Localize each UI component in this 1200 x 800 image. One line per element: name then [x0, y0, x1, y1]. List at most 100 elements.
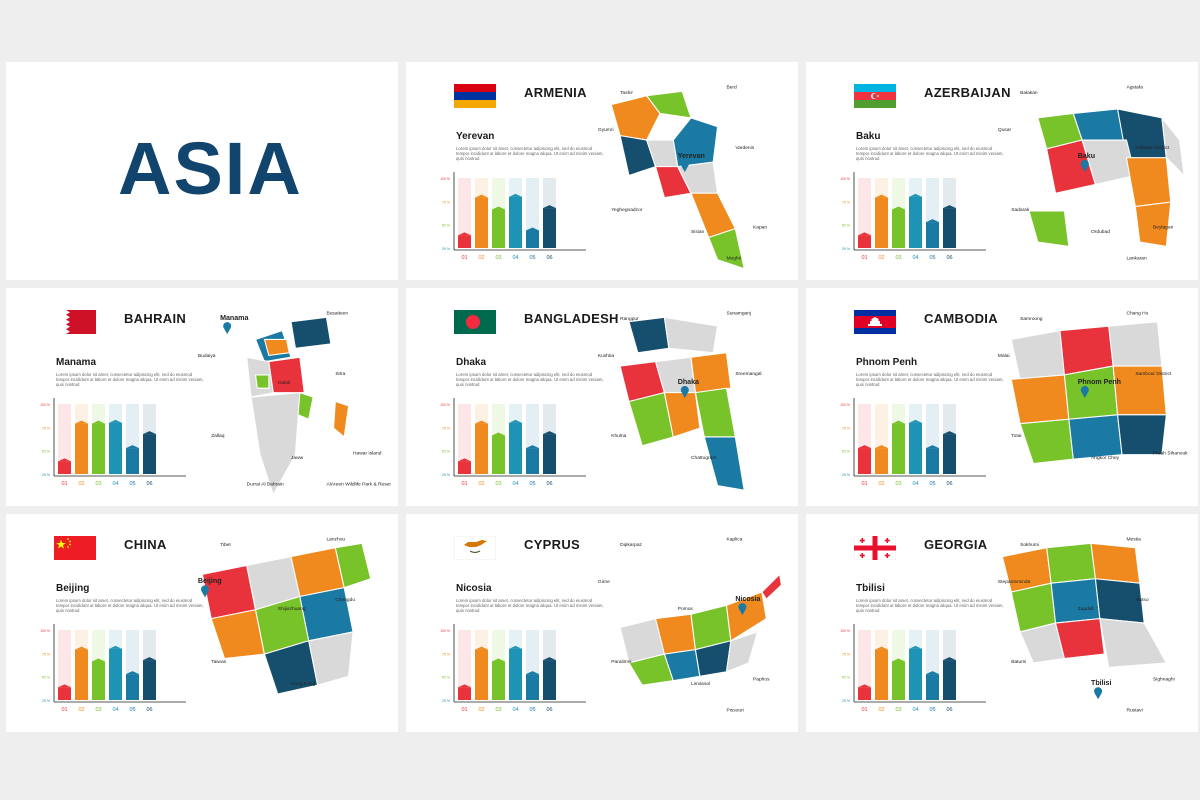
x-tick-label: 01 — [461, 707, 467, 713]
x-tick-label: 06 — [146, 481, 152, 487]
map-label: Tashir — [620, 90, 633, 96]
map-region[interactable] — [1028, 210, 1070, 248]
bar-06 — [543, 434, 556, 474]
map-label: Zallaq — [211, 433, 225, 439]
x-tick-label: 04 — [112, 707, 118, 713]
map-region[interactable] — [725, 591, 767, 642]
map-region[interactable] — [1108, 321, 1163, 367]
slide-azerbaijan[interactable]: AZERBAIJAN Baku Lorem ipsum dolor sit amet… — [806, 62, 1198, 280]
map-label: Kapan — [753, 225, 767, 231]
y-tick-label: 100 % — [440, 177, 450, 181]
x-tick-label: 04 — [912, 255, 918, 261]
y-tick-label: 25 % — [442, 699, 450, 703]
map-region[interactable] — [1050, 578, 1101, 624]
asia-title-card[interactable]: ASIA — [6, 62, 398, 280]
cyprus-map: Dipkarpaz Kaplica Girne Pomos Nicosia Paralim… — [598, 537, 782, 714]
slide-cyprus[interactable]: CYPRUS Nicosia Lorem ipsum dolor sit amet,… — [406, 514, 798, 732]
map-region[interactable] — [263, 338, 290, 356]
country-title: CAMBODIA — [924, 311, 998, 326]
map-region[interactable] — [1134, 201, 1172, 248]
bar-cap — [458, 232, 471, 236]
location-pin-icon[interactable] — [223, 322, 232, 335]
map-region[interactable] — [308, 631, 354, 686]
map-region[interactable] — [1046, 542, 1097, 584]
x-tick-label: 01 — [461, 255, 467, 261]
x-tick-label: 02 — [878, 255, 884, 261]
map-region[interactable] — [334, 542, 372, 589]
map-region[interactable] — [610, 95, 661, 141]
x-tick-label: 05 — [129, 707, 135, 713]
bar-cap — [909, 193, 922, 197]
location-pin-icon[interactable] — [201, 585, 210, 598]
map-region[interactable] — [708, 227, 745, 270]
map-region[interactable] — [1010, 329, 1065, 380]
location-pin-icon[interactable] — [1080, 159, 1089, 172]
bar-cap — [892, 420, 905, 424]
x-tick-label: 06 — [946, 255, 952, 261]
country-title: AZERBAIJAN — [924, 85, 1011, 100]
map-region[interactable] — [663, 316, 719, 354]
bar-04 — [509, 648, 522, 700]
y-tick-label: 25 % — [442, 473, 450, 477]
map-region[interactable] — [1019, 418, 1074, 465]
bar-chart: 100 % 75 % 50 % 25 % 01 02 03 04 05 06 — [440, 398, 586, 487]
map-region[interactable] — [725, 631, 759, 673]
map-region[interactable] — [1054, 618, 1105, 660]
map-region[interactable] — [268, 356, 305, 394]
bar-cap — [526, 671, 539, 675]
map-region[interactable] — [761, 573, 782, 600]
x-tick-label: 02 — [78, 707, 84, 713]
map-region[interactable] — [690, 352, 732, 394]
map-region[interactable] — [1161, 116, 1185, 177]
map-region[interactable] — [1125, 157, 1172, 208]
bar-02 — [75, 423, 88, 474]
bar-cap — [58, 458, 71, 462]
x-tick-label: 05 — [529, 707, 535, 713]
y-tick-label: 25 % — [842, 247, 850, 251]
map-label: Nicosia — [735, 595, 760, 603]
map-region[interactable] — [1116, 414, 1167, 456]
map-region[interactable] — [254, 374, 270, 389]
slide-bangladesh[interactable]: BANGLADESH Dhaka Lorem ipsum dolor sit ame… — [406, 288, 798, 506]
map-region[interactable] — [332, 400, 350, 438]
slide-georgia[interactable]: GEORGIA Tbilisi Lorem ipsum dolor sit amet… — [806, 514, 1198, 732]
map-region[interactable] — [290, 316, 332, 349]
bar-cap — [909, 645, 922, 649]
map-region[interactable] — [628, 316, 670, 354]
bar-cap — [909, 419, 922, 423]
map-label: Chang Ho — [1126, 311, 1148, 317]
location-pin-icon[interactable] — [680, 385, 689, 398]
map-region[interactable] — [1068, 414, 1123, 460]
map-region[interactable] — [1063, 365, 1119, 420]
map-label: Angkor Chey — [1091, 455, 1120, 461]
slide-china[interactable]: CHINA Beijing Lorem ipsum dolor sit amet, … — [6, 514, 398, 732]
bar-04 — [109, 422, 122, 474]
slide-cambodia[interactable]: CAMBODIA Phnom Penh Lorem ipsum dolor sit … — [806, 288, 1198, 506]
map-region[interactable] — [250, 392, 301, 496]
map-region[interactable] — [703, 436, 745, 491]
map-region[interactable] — [1090, 542, 1141, 584]
bar-cap — [943, 431, 956, 435]
map-region[interactable] — [1099, 618, 1168, 668]
location-pin-icon[interactable] — [1080, 385, 1089, 398]
map-label: Tbilisi — [1091, 679, 1111, 687]
bar-03 — [892, 209, 905, 248]
description-text: Lorem ipsum dolor sit amet, consectetur … — [456, 598, 604, 614]
y-tick-label: 100 % — [40, 403, 50, 407]
map-region[interactable] — [694, 387, 736, 438]
location-pin-icon[interactable] — [1094, 687, 1103, 700]
map-region[interactable] — [210, 609, 266, 660]
map-region[interactable] — [201, 564, 257, 620]
bar-cap — [126, 445, 139, 449]
description-text: Lorem ipsum dolor sit amet, consectetur … — [56, 598, 204, 614]
slide-armenia[interactable]: ARMENIA Yerevan Lorem ipsum dolor sit amet… — [406, 62, 798, 280]
map-region[interactable] — [297, 391, 314, 420]
slide-bahrain[interactable]: BAHRAIN Manama Lorem ipsum dolor sit amet,… — [6, 288, 398, 506]
location-pin-icon[interactable] — [738, 603, 747, 616]
bar-04 — [909, 422, 922, 474]
bar-cap — [492, 432, 505, 436]
location-pin-icon[interactable] — [680, 159, 689, 172]
map-region[interactable] — [1010, 374, 1070, 425]
y-tick-label: 50 % — [442, 224, 450, 228]
map-region[interactable] — [299, 586, 354, 642]
